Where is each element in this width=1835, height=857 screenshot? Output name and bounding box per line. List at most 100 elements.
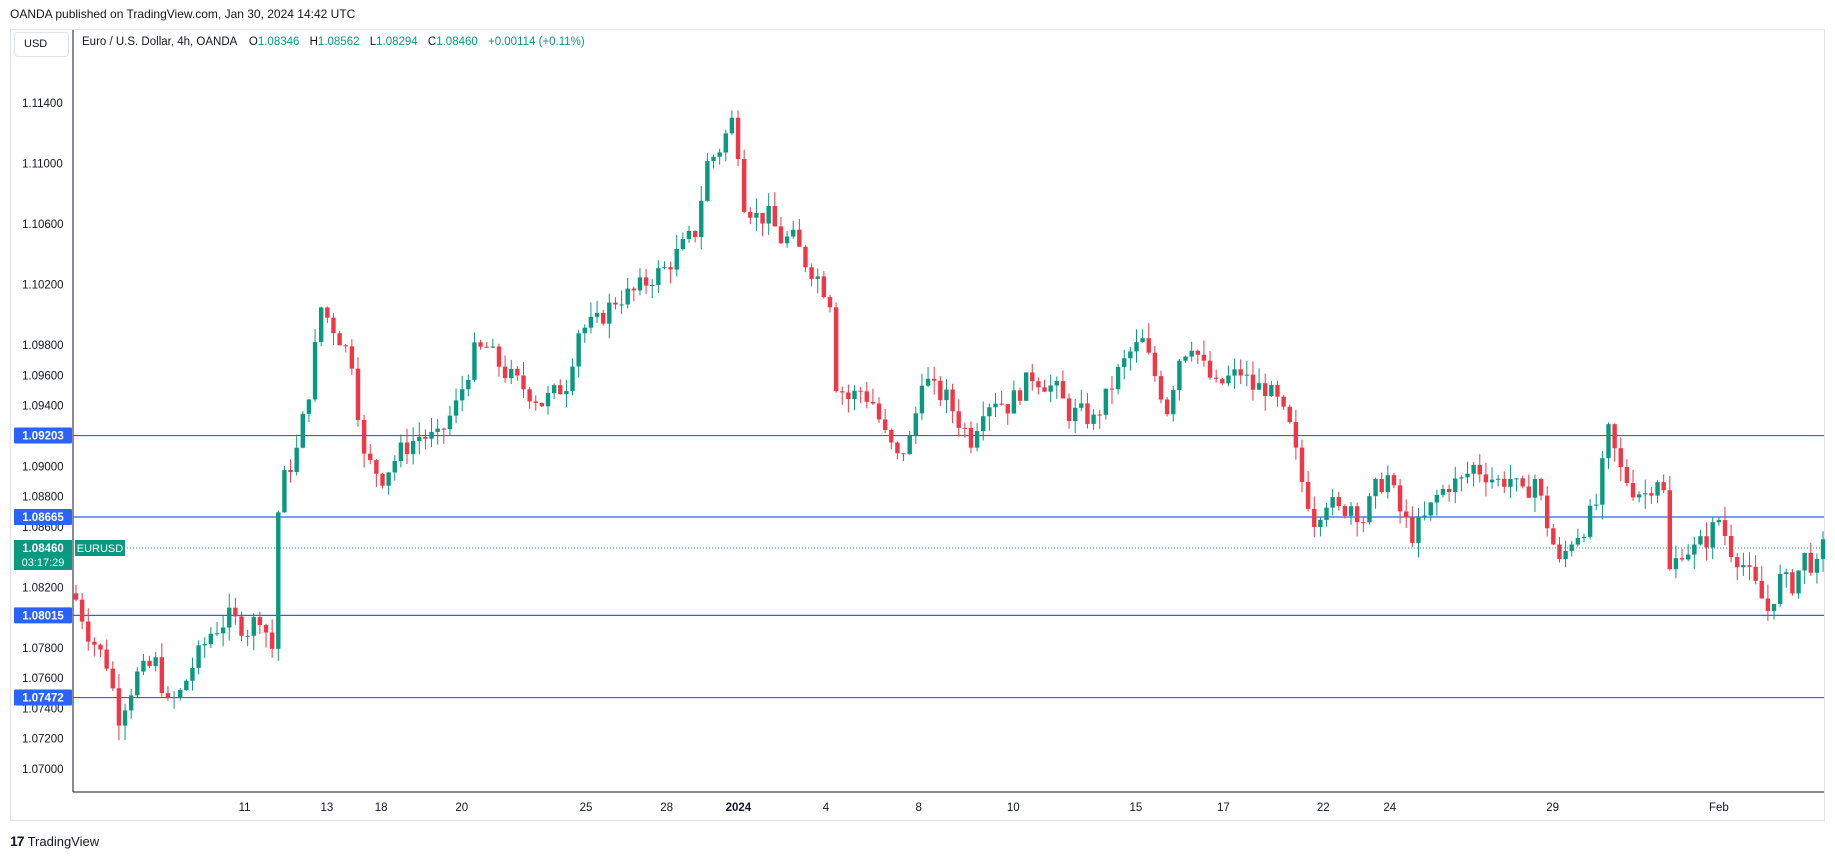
candle-body xyxy=(220,627,226,634)
candle-body xyxy=(827,297,833,308)
candle-body xyxy=(398,442,404,461)
candle xyxy=(1502,471,1507,494)
candle-body xyxy=(950,389,955,412)
candle-body xyxy=(1348,506,1354,516)
tradingview-footer[interactable]: 17 TradingView xyxy=(10,833,99,849)
level-line[interactable]: 1.08665 xyxy=(14,508,1824,525)
candle xyxy=(319,306,324,347)
candle-body xyxy=(619,304,624,306)
candle xyxy=(981,401,986,441)
candle xyxy=(870,388,876,406)
time-tick-label: 25 xyxy=(580,802,593,814)
candle xyxy=(968,421,974,454)
candle xyxy=(135,667,140,698)
candle-body xyxy=(214,633,220,635)
candle-body xyxy=(1618,448,1623,467)
low-value: 1.08294 xyxy=(376,36,418,48)
candle-body xyxy=(361,419,367,454)
candle xyxy=(1079,389,1084,412)
candle xyxy=(171,691,177,709)
candle xyxy=(1618,437,1623,481)
candle xyxy=(637,268,643,296)
candle-body xyxy=(404,442,410,455)
candle xyxy=(925,367,931,387)
horizontal-levels[interactable]: 1.09203 1.08665 1.08015 1.07472 xyxy=(14,427,1824,706)
symbol-tag xyxy=(75,539,125,556)
candle xyxy=(1612,423,1617,462)
candle-body xyxy=(527,389,532,402)
candle xyxy=(1563,540,1568,568)
time-tick-label: 2024 xyxy=(726,802,752,814)
candle-body xyxy=(613,302,618,305)
candle-body xyxy=(803,246,808,268)
candle xyxy=(496,343,502,377)
candle xyxy=(337,330,342,346)
candle-body xyxy=(1005,404,1010,414)
candle xyxy=(404,428,410,465)
candle xyxy=(533,395,538,411)
level-line[interactable]: 1.09203 xyxy=(14,427,1824,444)
candle-body xyxy=(1171,390,1176,415)
candle xyxy=(1630,469,1636,501)
candle-body xyxy=(122,710,128,726)
candle-body xyxy=(1685,554,1691,560)
candle-body xyxy=(490,346,496,348)
candle-body xyxy=(1410,517,1415,543)
level-line[interactable]: 1.08015 xyxy=(14,607,1824,624)
candle xyxy=(1508,464,1513,498)
candle-body xyxy=(723,133,728,153)
candle-body xyxy=(1397,485,1403,512)
candle-body xyxy=(1275,384,1280,397)
candle-body xyxy=(1526,486,1532,498)
candle xyxy=(558,379,563,395)
candle xyxy=(864,382,869,409)
candle xyxy=(447,405,453,436)
candle xyxy=(1594,493,1599,510)
time-tick-label: 29 xyxy=(1546,802,1559,814)
candle-body xyxy=(190,667,195,681)
level-price-tag xyxy=(14,427,72,444)
candle xyxy=(1557,537,1562,563)
candle-body xyxy=(92,641,97,645)
candle-body xyxy=(1545,495,1550,529)
time-tick-label: 28 xyxy=(660,802,673,814)
candle xyxy=(527,386,532,409)
candle-body xyxy=(202,643,207,646)
candle-body xyxy=(515,368,520,376)
candle-body xyxy=(1483,474,1489,483)
currency-button[interactable]: USD xyxy=(14,32,69,57)
level-line[interactable]: 1.07472 xyxy=(14,689,1824,706)
level-price-tag xyxy=(14,607,72,624)
candle xyxy=(1404,499,1409,528)
candle xyxy=(1495,474,1501,487)
candle xyxy=(564,379,569,408)
candle xyxy=(631,286,637,302)
candle xyxy=(1422,501,1427,521)
candle xyxy=(1704,522,1709,561)
candle-body xyxy=(1373,478,1378,497)
symbol-description[interactable]: Euro / U.S. Dollar, 4h, OANDA xyxy=(82,36,237,48)
candle-body xyxy=(196,645,201,668)
candle-body xyxy=(539,402,545,407)
candle xyxy=(1189,341,1194,362)
candle-body xyxy=(245,635,250,637)
candle xyxy=(833,302,839,393)
candle-body xyxy=(692,230,698,238)
candle-body xyxy=(1606,424,1611,459)
candle xyxy=(674,234,679,277)
candle-body xyxy=(962,427,968,429)
candle xyxy=(1520,475,1525,489)
price-tick-label: 1.07200 xyxy=(22,734,64,746)
candle xyxy=(227,593,232,641)
candle-body xyxy=(331,317,336,334)
candle xyxy=(895,441,900,460)
candle xyxy=(472,332,477,383)
candle-body xyxy=(741,159,747,212)
candle xyxy=(778,217,784,245)
candle xyxy=(1354,502,1360,537)
candle-body xyxy=(1011,390,1017,414)
candle-body xyxy=(1287,406,1292,423)
candle xyxy=(846,384,851,413)
candle xyxy=(760,212,765,237)
